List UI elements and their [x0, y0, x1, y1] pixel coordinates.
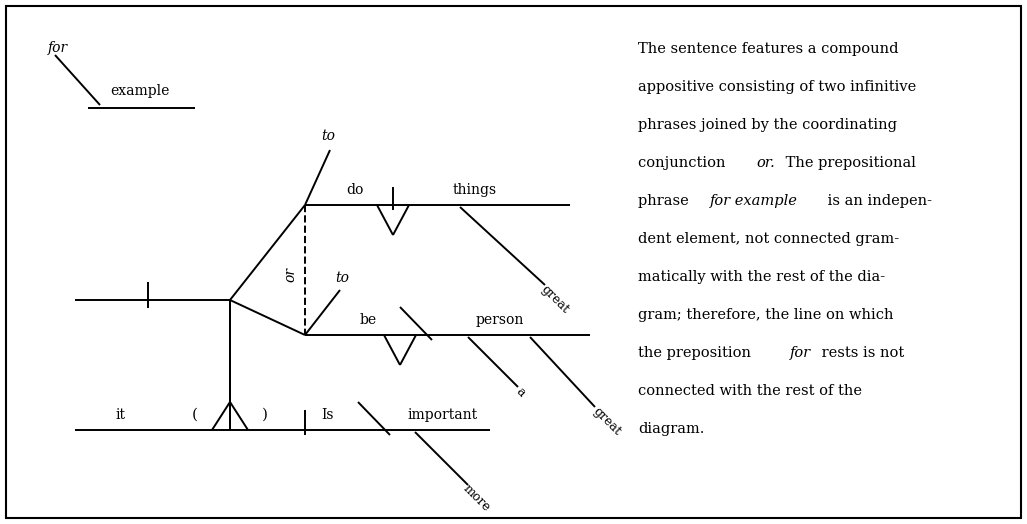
- Text: phrase: phrase: [638, 194, 693, 208]
- Text: gram; therefore, the line on which: gram; therefore, the line on which: [638, 308, 893, 322]
- Text: appositive consisting of two infinitive: appositive consisting of two infinitive: [638, 80, 916, 94]
- Text: or: or: [283, 267, 297, 282]
- Text: diagram.: diagram.: [638, 422, 705, 436]
- Text: (: (: [192, 408, 198, 422]
- Text: to: to: [321, 129, 335, 143]
- Text: is an indepen-: is an indepen-: [823, 194, 931, 208]
- Text: example: example: [110, 84, 169, 98]
- Text: person: person: [476, 313, 524, 327]
- Text: things: things: [453, 183, 497, 197]
- Text: it: it: [115, 408, 125, 422]
- Text: ): ): [262, 408, 268, 422]
- Text: do: do: [346, 183, 364, 197]
- Text: Is: Is: [321, 408, 334, 422]
- Text: connected with the rest of the: connected with the rest of the: [638, 384, 862, 398]
- Text: matically with the rest of the dia-: matically with the rest of the dia-: [638, 270, 885, 284]
- Text: The prepositional: The prepositional: [782, 156, 916, 170]
- Text: for: for: [790, 346, 811, 360]
- Text: great: great: [538, 283, 571, 316]
- Text: be: be: [359, 313, 377, 327]
- Text: The sentence features a compound: The sentence features a compound: [638, 42, 899, 56]
- Text: rests is not: rests is not: [817, 346, 905, 360]
- Text: important: important: [408, 408, 478, 422]
- Text: for example: for example: [710, 194, 797, 208]
- Text: for: for: [48, 41, 68, 55]
- Text: to: to: [335, 271, 349, 285]
- Text: phrases joined by the coordinating: phrases joined by the coordinating: [638, 118, 897, 132]
- Text: more: more: [460, 482, 492, 514]
- Text: a: a: [514, 385, 528, 399]
- Text: the preposition: the preposition: [638, 346, 756, 360]
- Text: or.: or.: [757, 156, 775, 170]
- Text: dent element, not connected gram-: dent element, not connected gram-: [638, 232, 899, 246]
- Text: conjunction: conjunction: [638, 156, 730, 170]
- Text: great: great: [589, 405, 623, 438]
